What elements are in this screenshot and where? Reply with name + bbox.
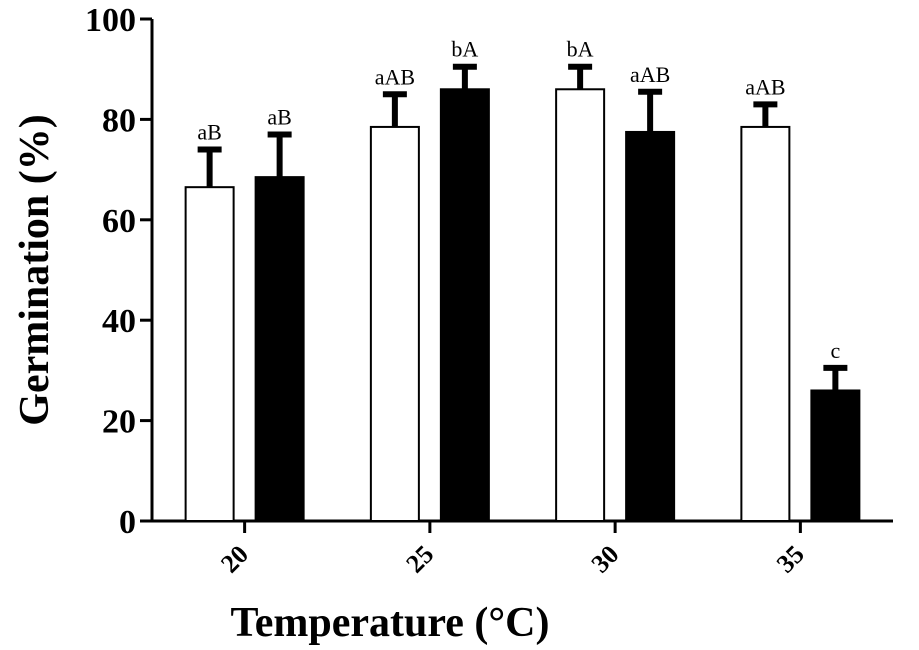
significance-label: aB (267, 104, 291, 129)
x-tick-label: 25 (400, 540, 439, 579)
x-tick-label: 30 (586, 540, 625, 579)
y-tick-label: 80 (102, 102, 136, 139)
significance-label: bA (451, 37, 478, 62)
x-tick-label: 20 (215, 540, 254, 579)
y-axis-title: Germination (%) (12, 114, 58, 425)
bar-filled-bars (439, 88, 490, 522)
significance-label: bA (567, 37, 594, 62)
significance-label: aAB (745, 74, 785, 99)
bar-open-bars (369, 125, 420, 523)
y-tick-label: 0 (119, 504, 136, 541)
significance-label: c (830, 338, 840, 363)
y-tick-label: 100 (85, 2, 136, 39)
significance-label: aB (197, 120, 221, 145)
bar-open-bars (740, 125, 791, 523)
significance-label: aAB (375, 64, 415, 89)
plot-area: 0 20 40 60 80 100 20 aB aB 25 aAB bA 30 bA aAB 35 aAB c (85, 2, 893, 578)
y-tick-label: 60 (102, 203, 136, 240)
bar-filled-bars (625, 130, 676, 522)
y-tick-label: 40 (102, 303, 136, 340)
x-axis-title: Temperature (°C) (231, 600, 550, 646)
bar-open-bars (184, 186, 235, 522)
bar-open-bars (555, 88, 606, 522)
bar-filled-bars (810, 389, 861, 523)
bar-filled-bars (254, 176, 305, 522)
x-tick-label: 35 (771, 540, 810, 579)
significance-label: aAB (630, 62, 670, 87)
y-tick-label: 20 (102, 404, 136, 441)
